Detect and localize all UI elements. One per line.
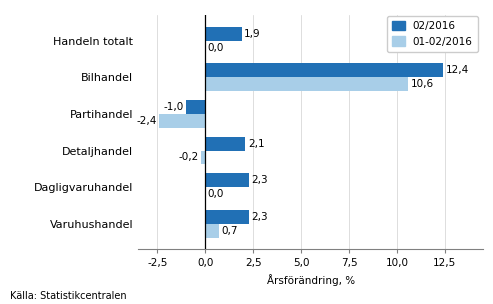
Bar	[205, 173, 249, 187]
Bar	[201, 150, 205, 164]
Bar	[205, 64, 443, 78]
Text: 10,6: 10,6	[411, 79, 434, 89]
Legend: 02/2016, 01-02/2016: 02/2016, 01-02/2016	[387, 16, 478, 52]
Text: -1,0: -1,0	[163, 102, 183, 112]
Text: 2,3: 2,3	[252, 212, 268, 222]
Bar	[205, 210, 249, 224]
Text: 12,4: 12,4	[445, 65, 469, 75]
Bar	[205, 78, 408, 91]
Bar	[186, 100, 205, 114]
Bar	[159, 114, 205, 128]
Text: -2,4: -2,4	[136, 116, 157, 126]
Text: 0,7: 0,7	[221, 226, 238, 236]
Text: 0,0: 0,0	[208, 189, 224, 199]
Text: Källa: Statistikcentralen: Källa: Statistikcentralen	[10, 291, 127, 301]
Text: 2,3: 2,3	[252, 175, 268, 185]
Text: -0,2: -0,2	[178, 153, 199, 162]
Bar	[205, 224, 218, 238]
Text: 1,9: 1,9	[244, 29, 261, 39]
X-axis label: Årsförändring, %: Årsförändring, %	[267, 274, 354, 286]
Text: 0,0: 0,0	[208, 43, 224, 53]
Bar	[205, 27, 242, 41]
Text: 2,1: 2,1	[248, 139, 265, 149]
Bar	[205, 136, 246, 150]
